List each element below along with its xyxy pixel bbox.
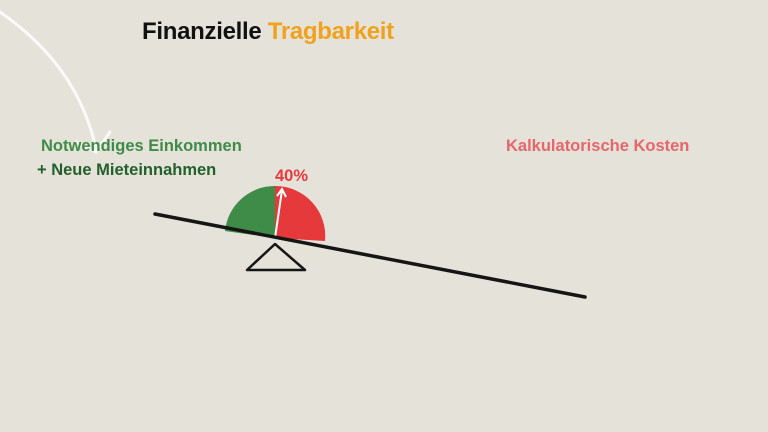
rental-income-label: + Neue Mieteinnahmen xyxy=(37,161,217,179)
title-part1: Finanzielle xyxy=(142,18,262,45)
gauge-percent-label: 40% xyxy=(275,167,309,185)
hand-drawn-arrow-icon xyxy=(0,10,112,154)
gauge-needle xyxy=(274,187,287,239)
gauge-icon xyxy=(225,185,326,241)
balance-beam xyxy=(153,212,587,299)
income-label: Notwendiges Einkommen xyxy=(41,137,242,155)
costs-label: Kalkulatorische Kosten xyxy=(506,137,690,155)
page-title: Finanzielle Tragbarkeit xyxy=(142,18,394,46)
balance-scale-icon xyxy=(245,242,307,272)
title-highlight: Tragbarkeit xyxy=(267,18,394,45)
